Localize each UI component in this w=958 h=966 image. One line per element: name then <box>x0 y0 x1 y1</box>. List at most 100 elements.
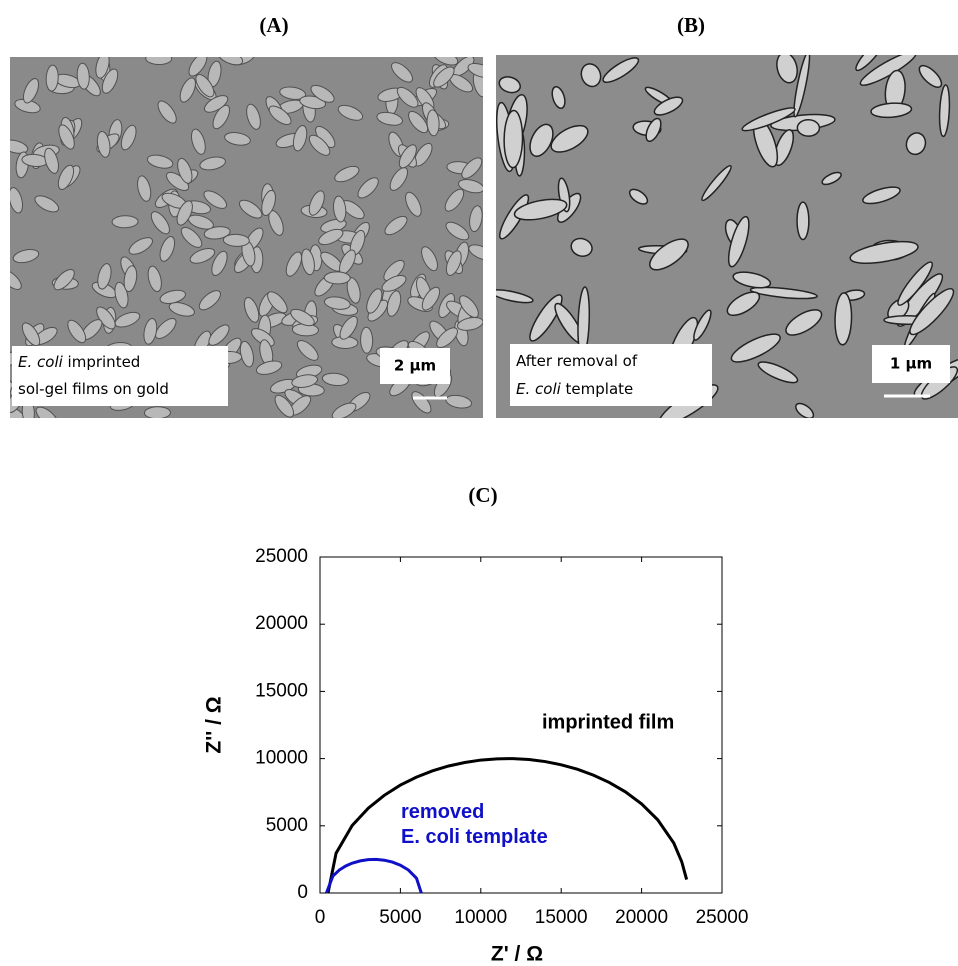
bacterium <box>67 319 87 344</box>
imprint <box>862 186 901 205</box>
bacterium <box>35 406 59 418</box>
imprint <box>653 96 684 116</box>
bacterium <box>389 167 409 191</box>
bacterium <box>101 68 119 94</box>
bacterium <box>21 322 41 347</box>
bacterium <box>408 110 429 134</box>
bacterium <box>421 246 438 272</box>
scale-box <box>380 348 450 384</box>
bacterium <box>143 406 171 418</box>
bacterium <box>391 62 414 83</box>
bacterium <box>405 191 422 217</box>
bacterium <box>114 281 129 309</box>
bacterium <box>360 326 374 354</box>
bacterium <box>290 308 315 327</box>
bacterium <box>195 74 215 98</box>
bacterium <box>323 271 351 285</box>
bacterium <box>22 78 40 104</box>
scale-bar-label: 2 µm <box>394 357 436 375</box>
bacterium <box>469 205 483 233</box>
bacterium <box>457 316 483 331</box>
imprint <box>909 288 955 336</box>
imprint <box>938 84 951 138</box>
bacterium <box>458 179 483 194</box>
imprint <box>529 123 554 157</box>
caption-part: E. coli <box>18 353 64 371</box>
y-tick-label: 25000 <box>255 546 308 567</box>
bacterium <box>44 147 59 174</box>
bacterium <box>177 157 193 184</box>
bacterium <box>421 286 441 311</box>
bacterium <box>146 154 174 169</box>
bacterium <box>203 226 231 240</box>
bacterium <box>308 134 331 156</box>
y-tick-label: 10000 <box>255 748 308 769</box>
bacterium <box>384 215 408 236</box>
imprint <box>628 188 649 205</box>
imprint <box>551 85 566 109</box>
bacterium <box>398 144 417 169</box>
imprint <box>693 309 712 341</box>
bacterium <box>436 327 458 348</box>
bacterium <box>10 139 29 154</box>
bacterium <box>461 157 483 179</box>
x-tick-label: 15000 <box>535 907 588 928</box>
bacterium <box>274 394 295 418</box>
imprint <box>918 64 943 88</box>
imprint <box>749 286 818 300</box>
caption: After removal of <box>516 352 638 370</box>
imprint <box>741 107 796 132</box>
bacterium <box>296 340 319 361</box>
bacterium <box>168 302 195 317</box>
bacterium <box>426 109 440 137</box>
panel-label: (A) <box>259 13 288 37</box>
imprint <box>580 63 602 88</box>
bacterium <box>339 315 358 340</box>
imprint <box>855 55 885 72</box>
x-axis-label: Z' / Ω <box>491 943 543 966</box>
bacterium <box>396 86 419 108</box>
imprint <box>849 240 919 265</box>
caption: E. coli imprinted <box>18 353 140 371</box>
scale-box <box>872 345 950 383</box>
scale-bar-label: 1 µm <box>890 355 932 373</box>
imprint <box>905 132 927 156</box>
bacterium <box>53 269 75 291</box>
bacterium <box>310 84 335 103</box>
bacterium <box>261 189 276 216</box>
bacterium <box>383 259 405 282</box>
caption-part: imprinted <box>63 353 141 371</box>
bacterium <box>12 249 40 264</box>
bacterium <box>467 62 483 79</box>
imprint <box>821 171 842 186</box>
bacterium <box>58 124 75 150</box>
imprint <box>776 55 798 84</box>
bacterium <box>366 288 383 314</box>
imprint <box>602 57 640 84</box>
bacterium <box>445 221 470 241</box>
imprint <box>513 198 568 221</box>
bacterium <box>333 195 347 223</box>
bacterium <box>323 296 351 310</box>
bacterium <box>267 291 288 314</box>
bacterium <box>212 104 231 130</box>
imprint <box>727 215 750 268</box>
bacterium <box>246 103 261 130</box>
bacterium <box>34 195 60 213</box>
imprint <box>757 361 799 384</box>
bacterium <box>123 265 138 293</box>
imprint <box>701 164 732 202</box>
imprint <box>726 291 761 317</box>
imprint <box>834 292 853 346</box>
bacterium <box>444 188 465 212</box>
bacterium <box>251 328 275 347</box>
panel-label: (B) <box>677 13 705 37</box>
bacterium <box>318 228 344 246</box>
imprint <box>796 201 810 241</box>
bacterium <box>346 277 361 304</box>
caption-box <box>12 346 228 406</box>
bacterium <box>308 190 325 216</box>
bacterium <box>292 125 308 152</box>
bacterium <box>76 62 90 90</box>
